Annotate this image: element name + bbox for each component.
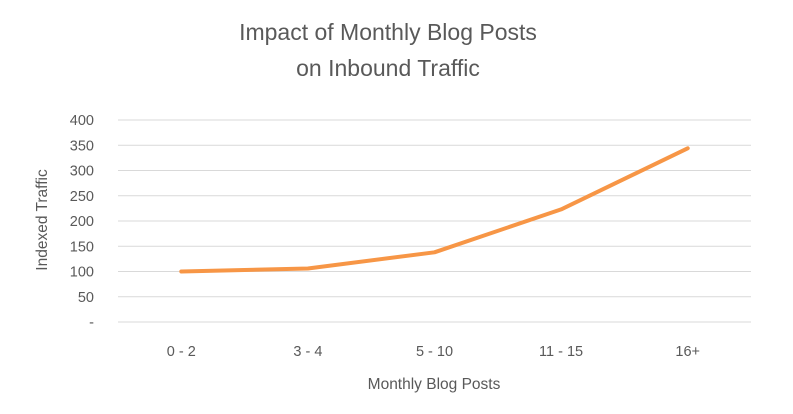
y-tick-label: 150 (70, 239, 94, 255)
chart-title-line-1: Impact of Monthly Blog Posts (239, 19, 537, 45)
series-lines (179, 146, 690, 274)
y-tick-labels: - 50 100 150 200 250 300 350 400 (70, 113, 94, 331)
y-tick-label: 350 (70, 138, 94, 154)
y-tick-label: 200 (70, 214, 94, 230)
x-tick-label: 3 - 4 (293, 344, 322, 360)
chart-title-line-2: on Inbound Traffic (296, 55, 480, 81)
chart-title: Impact of Monthly Blog Posts on Inbound … (239, 19, 537, 81)
x-tick-label: 16+ (675, 344, 700, 360)
y-tick-label: - (89, 315, 94, 331)
x-tick-labels: 0 - 2 3 - 4 5 - 10 11 - 15 16+ (167, 344, 700, 360)
x-tick-label: 0 - 2 (167, 344, 196, 360)
y-axis-title: Indexed Traffic (34, 169, 51, 271)
y-tick-label: 400 (70, 113, 94, 129)
x-axis-title: Monthly Blog Posts (368, 376, 501, 393)
series-line-0 (179, 146, 690, 274)
x-tick-label: 5 - 10 (416, 344, 453, 360)
y-tick-label: 100 (70, 265, 94, 281)
gridlines (118, 119, 751, 323)
y-tick-label: 250 (70, 189, 94, 205)
y-tick-label: 300 (70, 164, 94, 180)
x-tick-label: 11 - 15 (539, 344, 583, 360)
y-tick-label: 50 (78, 290, 94, 306)
